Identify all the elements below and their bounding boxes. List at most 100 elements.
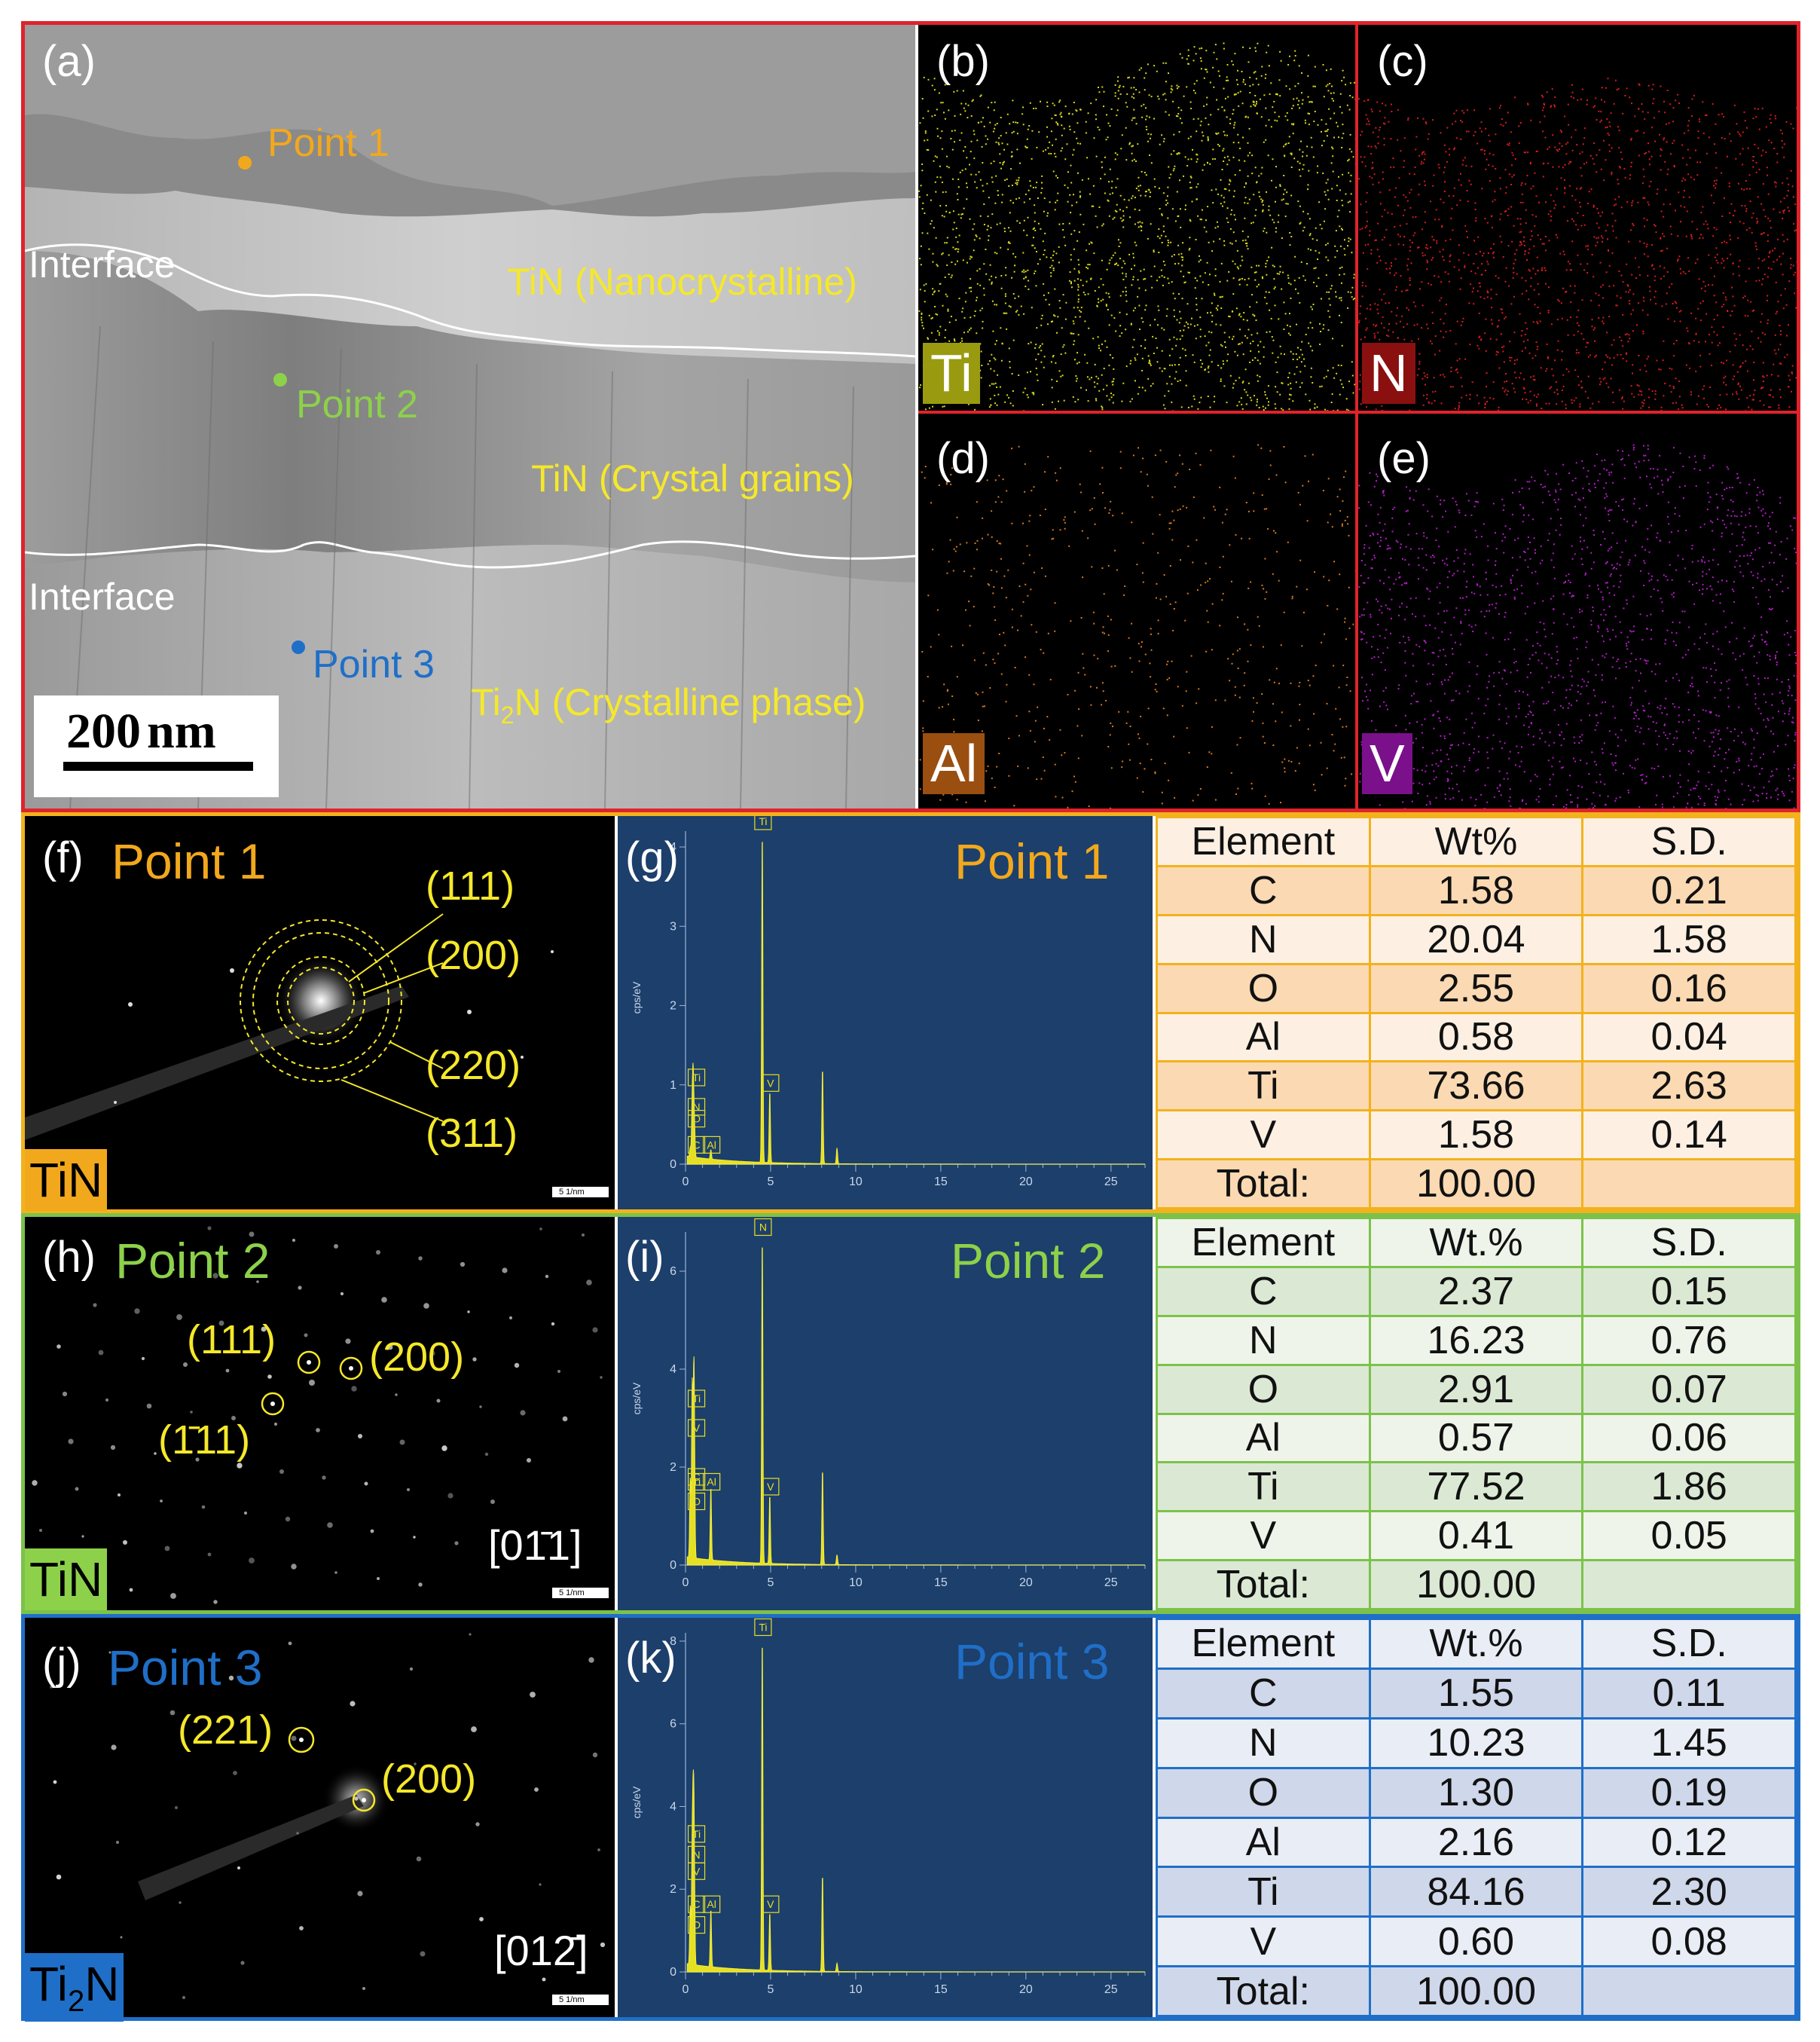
table-cell: Al: [1156, 1412, 1371, 1464]
diffraction-spot: [296, 1832, 299, 1835]
panel-k-label: (k): [625, 1634, 676, 1683]
panel-j-label: (j): [42, 1640, 81, 1689]
diffraction-spot: [75, 1487, 79, 1491]
table-row: Al 0.58 0.04: [1156, 1011, 1797, 1063]
diffraction-spot: [267, 1374, 272, 1379]
diffraction-spot: [423, 1303, 429, 1309]
diffraction-spot: [406, 1487, 411, 1492]
diffraction-spot: [327, 1522, 333, 1528]
diffraction-spot: [130, 1262, 133, 1265]
map-dots: [918, 42, 1355, 411]
diffraction-spot: [490, 1499, 495, 1504]
spot-200-label: (200): [369, 1334, 465, 1380]
table-row: N 20.04 1.58: [1156, 913, 1797, 965]
saed-j-graphic: [50, 1633, 609, 2005]
x-tick-label: 0: [682, 1576, 689, 1589]
ring-220-label: (220): [426, 1043, 521, 1088]
table-cell: 2.91: [1368, 1363, 1584, 1415]
peak-label: V: [693, 1422, 701, 1434]
peak-label-box: [762, 1895, 780, 1913]
diffraction-spot: [110, 1444, 116, 1450]
peak-label-box: [687, 1098, 706, 1116]
diffraction-spot: [93, 1303, 97, 1307]
panel-c-label: (c): [1377, 37, 1428, 86]
spot-200-j-label: (200): [381, 1756, 477, 1802]
diffraction-spot: [81, 1535, 84, 1538]
table-cell: 0.07: [1581, 1363, 1797, 1415]
diffraction-spot: [362, 1987, 365, 1990]
table-cell: V: [1156, 1510, 1371, 1562]
saed-h-scale-text: 5 1/nm: [559, 1588, 585, 1597]
spot-m111-label: (1̄11): [158, 1417, 251, 1463]
saed-j-scale-text: 5 1/nm: [559, 1995, 585, 2004]
x-tick-label: 20: [1019, 1576, 1033, 1589]
table-cell: 1.30: [1368, 1766, 1584, 1819]
diffraction-spot: [469, 1633, 472, 1636]
layer-nanocrystalline-label: TiN (Nanocrystalline): [507, 261, 857, 303]
diffraction-spot: [358, 1434, 362, 1438]
diffraction-spot: [39, 1529, 42, 1532]
interface-bottom-label: Interface: [29, 576, 176, 618]
spot-111-label: (111): [187, 1317, 276, 1362]
diffraction-spot: [176, 1314, 182, 1320]
table-row: Total: 100.00: [1156, 1559, 1797, 1610]
diffraction-spot: [249, 1557, 255, 1564]
spectrum-trace: [686, 1647, 1145, 1973]
table-cell: V: [1156, 1915, 1371, 1968]
diffraction-spot: [508, 1316, 513, 1320]
table-cell: 84.16: [1368, 1866, 1584, 1918]
y-tick-label: 6: [670, 1718, 676, 1731]
saed-f-scale-text: 5 1/nm: [559, 1188, 585, 1197]
y-tick-label: 0: [670, 1158, 676, 1171]
diffraction-spot: [395, 1393, 398, 1396]
diffraction-spot: [261, 1326, 267, 1332]
interface-top-label: Interface: [29, 243, 176, 286]
diffraction-spot: [600, 1376, 603, 1379]
peak-label: N: [692, 1848, 700, 1860]
panel-i-label: (i): [625, 1233, 664, 1282]
diffraction-spot: [471, 1726, 477, 1732]
diffraction-spot: [115, 1840, 120, 1845]
diffraction-spot: [231, 1416, 236, 1420]
table-row: V 0.41 0.05: [1156, 1510, 1797, 1562]
diffraction-spot: [182, 1995, 186, 2000]
table-cell: Ti: [1156, 1060, 1371, 1112]
diffraction-spot: [291, 1735, 297, 1741]
y-tick-label: 1: [670, 1079, 676, 1092]
y-axis-label: cps/eV: [631, 981, 643, 1013]
diffraction-spot: [345, 1338, 351, 1344]
diffraction-spot: [98, 1350, 104, 1356]
panel-h-label: (h): [42, 1233, 96, 1282]
diffraction-spot: [588, 1657, 594, 1663]
y-tick-label: 6: [670, 1265, 676, 1278]
table-row: V 0.60 0.08: [1156, 1915, 1797, 1968]
diffraction-spot: [237, 1463, 243, 1469]
table-cell: 10.23: [1368, 1716, 1584, 1769]
peak-label: V: [767, 1077, 774, 1089]
layer-ti2n-label: Ti2N (Crystalline phase): [471, 681, 866, 729]
panel-a-label: (a): [42, 37, 96, 86]
table-cell: 0.60: [1368, 1915, 1584, 1968]
table-cell: 0.05: [1581, 1510, 1797, 1562]
ring-200-label: (200): [426, 933, 521, 978]
diffraction-spot: [68, 1438, 74, 1444]
diffraction-spot: [285, 1516, 291, 1522]
x-tick-label: 25: [1104, 1576, 1118, 1589]
diffraction-spot: [387, 1344, 393, 1350]
map-c-panel: [1358, 25, 1797, 414]
saed-h-panel: [25, 1217, 615, 1610]
peak-label-box: [687, 1136, 706, 1154]
y-tick-label: 2: [670, 1883, 676, 1896]
table-cell: 20.04: [1368, 913, 1584, 965]
table-row: O 2.55 0.16: [1156, 962, 1797, 1014]
diffraction-spot: [447, 1493, 453, 1499]
eds-table-2: Element Wt.% S.D. C 2.37 0.15 N 16.23 0.76 O 2.91 0…: [1156, 1217, 1797, 1610]
diffraction-spot: [160, 1499, 163, 1502]
diffraction-spot: [183, 1362, 188, 1367]
peak-label-box: [687, 1389, 706, 1408]
diffraction-spot: [225, 1368, 230, 1373]
y-tick-label: 4: [670, 1363, 676, 1376]
table-header-cell: Element: [1156, 1618, 1371, 1670]
diffraction-spot: [429, 1350, 435, 1356]
peak-label: O: [692, 1496, 701, 1508]
